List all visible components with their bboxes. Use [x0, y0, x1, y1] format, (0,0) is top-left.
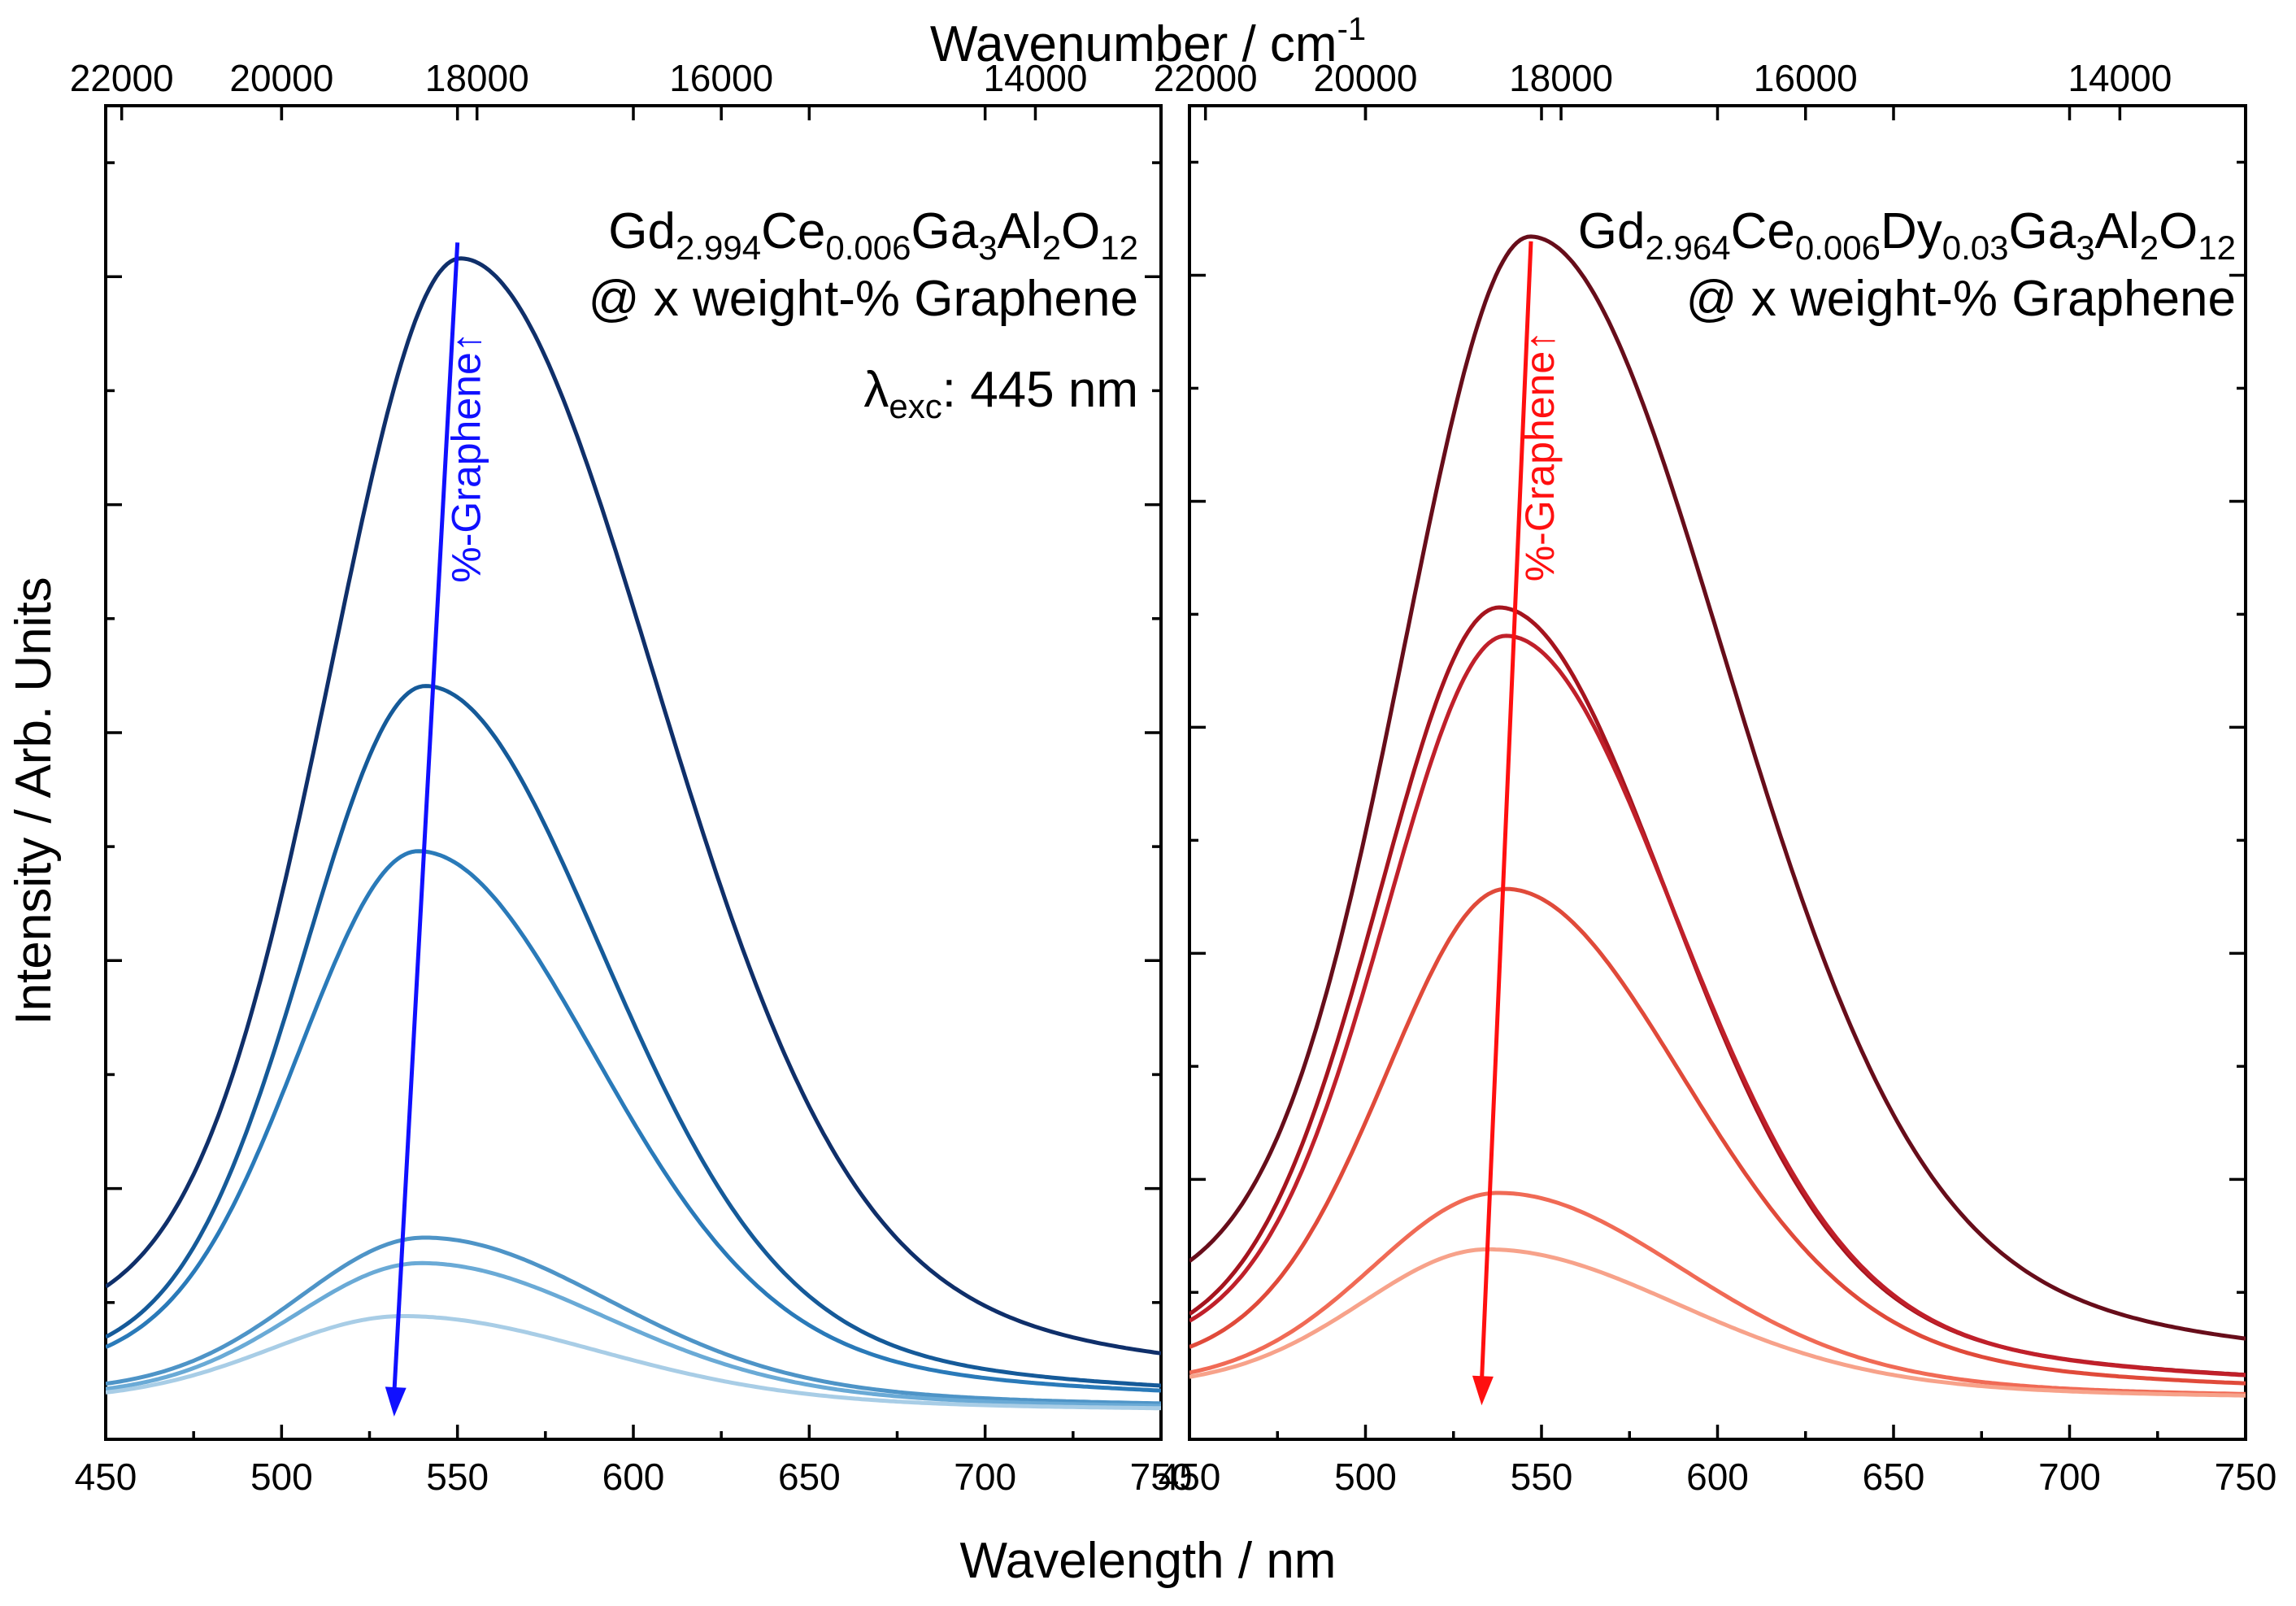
trend-arrow-head [385, 1386, 407, 1417]
x2-tick-label: 18000 [1509, 57, 1613, 99]
excitation-value: : 445 nm [942, 362, 1138, 418]
x2-tick-label: 18000 [425, 57, 529, 99]
x-tick-label: 750 [1130, 1456, 1193, 1498]
formula-title: Gd2.964Ce0.006Dy0.03Ga3Al2O12 [1578, 203, 2236, 267]
x-tick-label: 650 [778, 1456, 841, 1498]
formula-subscript: 2 [2140, 228, 2159, 267]
excitation-symbol: λ [863, 362, 889, 418]
excitation-sub: exc [889, 387, 941, 425]
x2-tick-label: 14000 [984, 57, 1088, 99]
formula-subscript: 2.994 [676, 228, 761, 267]
series-line-s4 [106, 1235, 1161, 1406]
x-tick-label: 550 [1511, 1456, 1573, 1498]
arrow-label: %-Graphene↑ [444, 332, 489, 583]
series-line-s6 [106, 1314, 1161, 1411]
arrow-label: %-Graphene↑ [1517, 331, 1563, 582]
x-tick-label: 650 [1863, 1456, 1925, 1498]
formula-subscript: 2 [1042, 228, 1061, 267]
x-tick-label: 600 [602, 1456, 665, 1498]
x2-tick-label: 20000 [229, 57, 333, 99]
series-line-s3 [106, 849, 1161, 1393]
x-tick-label: 700 [2038, 1456, 2101, 1498]
x2-tick-label: 20000 [1314, 57, 1418, 99]
trend-arrow-head [1472, 1375, 1494, 1406]
series-line-r6 [1189, 1247, 2246, 1398]
formula-text: O [1061, 203, 1100, 259]
series-line-r4 [1189, 886, 2246, 1386]
series-line-r2 [1189, 605, 2246, 1378]
x2-tick-label: 22000 [70, 57, 174, 99]
x2-tick-label: 14000 [2068, 57, 2172, 99]
x2-tick-label: 22000 [1154, 57, 1258, 99]
excitation-label: λexc: 445 nm [863, 362, 1138, 425]
y-axis-title: Intensity / Arb. Units [6, 577, 62, 1025]
trend-arrow [1479, 241, 1533, 1383]
x2-tick-label: 16000 [1754, 57, 1858, 99]
x-tick-label: 700 [954, 1456, 1016, 1498]
x2-axis-title-text: Wavenumber / cm [930, 16, 1337, 72]
formula-text: Ga [2008, 203, 2076, 259]
x-tick-label: 500 [1334, 1456, 1397, 1498]
x-tick-label: 450 [75, 1456, 137, 1498]
series-line-s2 [106, 684, 1161, 1388]
x-tick-label: 600 [1686, 1456, 1749, 1498]
x-tick-label: 500 [250, 1456, 313, 1498]
x2-axis-title-sup: -1 [1337, 11, 1367, 47]
panel-left: 450 500 550 600 650 700 750 22000 20000 18000 1600… [70, 57, 1193, 1498]
formula-title: Gd2.994Ce0.006Ga3Al2O12 [608, 203, 1138, 267]
formula-text: Dy [1881, 203, 1942, 259]
series-group [1189, 234, 2246, 1398]
formula-text: Ga [911, 203, 978, 259]
formula-subscript: 12 [2198, 228, 2236, 267]
series-line-s5 [106, 1260, 1161, 1408]
x-tick-label: 450 [1159, 1456, 1221, 1498]
formula-text: O [2159, 203, 2198, 259]
formula-subscript: 0.006 [825, 228, 911, 267]
x-tick-label: 750 [2215, 1456, 2277, 1498]
trend-arrow [392, 242, 460, 1395]
formula-text: Al [2095, 203, 2140, 259]
x-axis-title: Wavelength / nm [960, 1533, 1337, 1589]
x-tick-label: 550 [426, 1456, 489, 1498]
x2-tick-label: 16000 [669, 57, 773, 99]
subtitle: @ x weight-% Graphene [1686, 271, 2236, 327]
series-line-r5 [1189, 1190, 2246, 1396]
formula-text: Gd [608, 203, 676, 259]
formula-subscript: 2.964 [1645, 228, 1730, 267]
formula-text: Al [998, 203, 1042, 259]
x2-axis-title: Wavenumber / cm-1 [930, 11, 1366, 72]
series-line-r3 [1189, 633, 2246, 1378]
subtitle: @ x weight-% Graphene [589, 271, 1138, 327]
formula-text: Gd [1578, 203, 1646, 259]
formula-subscript: 0.03 [1942, 228, 2009, 267]
formula-text: Ce [1731, 203, 1795, 259]
formula-subscript: 3 [2076, 228, 2094, 267]
panel-right: 450 500 550 600 650 700 750 22000 20000 18000 1600… [1154, 57, 2277, 1498]
series-group [106, 256, 1161, 1411]
formula-text: Ce [761, 203, 825, 259]
series-line-s1 [106, 256, 1161, 1356]
formula-subscript: 3 [978, 228, 997, 267]
formula-subscript: 12 [1100, 228, 1138, 267]
series-line-r1 [1189, 234, 2246, 1341]
formula-subscript: 0.006 [1795, 228, 1881, 267]
